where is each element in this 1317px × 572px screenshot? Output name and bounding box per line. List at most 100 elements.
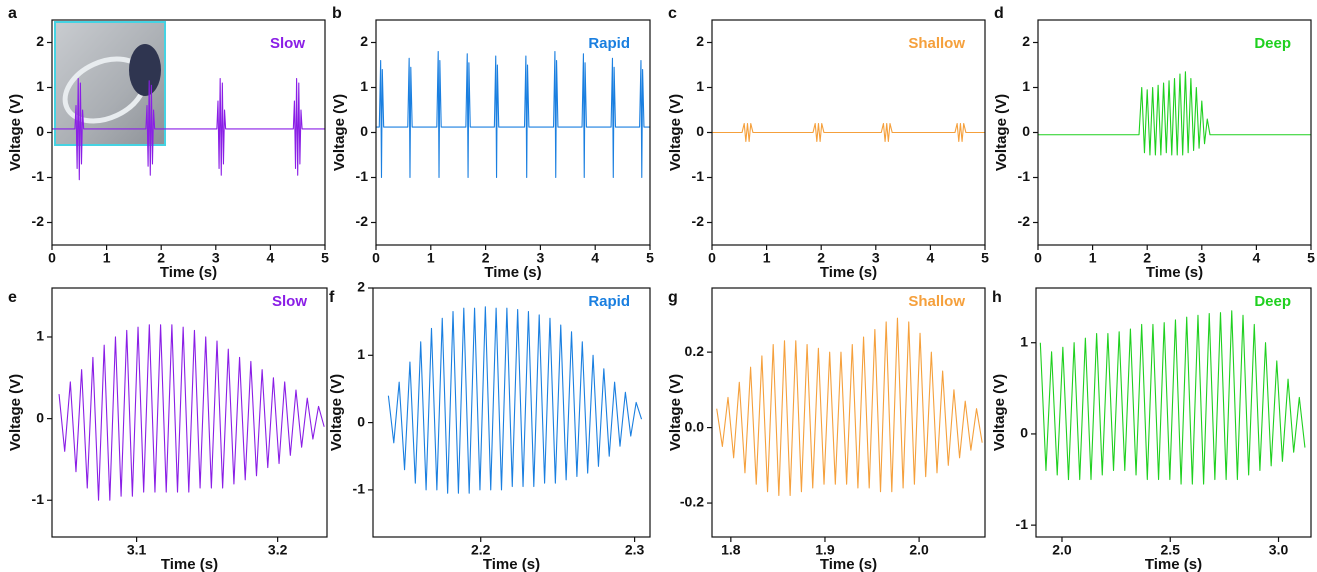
y-tick-label: 0 [1020, 425, 1028, 441]
x-tick-label: 2 [817, 250, 825, 266]
y-axis-label: Voltage (V) [7, 94, 24, 171]
panel-title: Slow [270, 35, 305, 52]
x-axis-label: Time (s) [820, 556, 877, 572]
x-tick-label: 2 [1143, 250, 1151, 266]
panel-title: Slow [272, 293, 307, 310]
signal-line [58, 324, 325, 501]
panel-title: Rapid [588, 35, 630, 52]
x-tick-label: 1 [427, 250, 435, 266]
y-tick-label: 0 [36, 409, 44, 425]
axes-frame [1035, 287, 1312, 538]
x-tick-label: 5 [646, 250, 654, 266]
plot [1038, 71, 1311, 156]
x-tick-label: 2.3 [625, 542, 645, 558]
x-tick-label: 5 [981, 250, 989, 266]
y-tick-label: 0 [357, 413, 365, 429]
axes-frame [711, 287, 986, 538]
plot [1039, 310, 1306, 485]
y-axis-label: Voltage (V) [328, 374, 345, 451]
x-tick-label: 0 [708, 250, 716, 266]
y-axis-label: Voltage (V) [7, 374, 24, 451]
plot [376, 50, 650, 179]
plot [52, 77, 325, 181]
plot [387, 306, 643, 494]
axes-frame [375, 19, 651, 246]
y-tick-label: 2 [696, 33, 704, 49]
y-axis-label: Voltage (V) [331, 94, 348, 171]
y-tick-label: 0.0 [685, 418, 705, 434]
y-tick-label: 1 [36, 328, 44, 344]
x-tick-label: 2 [157, 250, 165, 266]
panel-title: Deep [1254, 293, 1291, 310]
y-tick-label: -1 [1018, 168, 1031, 184]
y-tick-label: 0 [360, 123, 368, 139]
signal-line [716, 317, 983, 497]
x-tick-label: 2 [482, 250, 490, 266]
x-tick-label: 3 [872, 250, 880, 266]
y-tick-label: -2 [356, 213, 369, 229]
y-tick-label: 1 [1022, 78, 1030, 94]
panel-letter: b [332, 5, 342, 22]
panel-letter: a [8, 5, 17, 22]
x-tick-label: 1 [103, 250, 111, 266]
x-tick-label: 4 [1253, 250, 1261, 266]
y-tick-label: 1 [360, 78, 368, 94]
y-axis-label: Voltage (V) [667, 94, 684, 171]
y-tick-label: -1 [32, 168, 45, 184]
y-axis-label: Voltage (V) [991, 374, 1008, 451]
panel-letter: f [329, 289, 335, 306]
y-tick-label: 0 [1022, 123, 1030, 139]
x-tick-label: 2.2 [471, 542, 491, 558]
y-tick-label: 2 [360, 33, 368, 49]
x-tick-label: 3 [537, 250, 545, 266]
y-tick-label: -1 [692, 168, 705, 184]
x-tick-label: 3.1 [127, 542, 147, 558]
x-axis-label: Time (s) [161, 556, 218, 572]
x-tick-label: 3.0 [1269, 542, 1289, 558]
x-tick-label: 3.2 [268, 542, 288, 558]
y-tick-label: 2 [1022, 33, 1030, 49]
panel-letter: g [668, 289, 678, 306]
x-tick-label: 4 [267, 250, 275, 266]
y-tick-label: 1 [696, 78, 704, 94]
x-tick-label: 2.5 [1161, 542, 1181, 558]
y-tick-label: -1 [32, 491, 45, 507]
y-tick-label: -1 [356, 168, 369, 184]
y-tick-label: -0.2 [680, 494, 704, 510]
axes-frame [372, 287, 651, 538]
y-tick-label: 2 [36, 33, 44, 49]
x-tick-label: 0 [48, 250, 56, 266]
signal-line [387, 306, 643, 494]
y-tick-label: 1 [1020, 333, 1028, 349]
axes-frame [1037, 19, 1312, 246]
panel-title: Shallow [908, 293, 965, 310]
panel-letter: c [668, 5, 677, 22]
x-tick-label: 5 [321, 250, 329, 266]
y-tick-label: 0.2 [685, 343, 705, 359]
x-tick-label: 5 [1307, 250, 1315, 266]
y-tick-label: 1 [357, 346, 365, 362]
x-tick-label: 2.0 [909, 542, 929, 558]
x-tick-label: 1.9 [815, 542, 835, 558]
y-tick-label: -1 [353, 481, 366, 497]
y-tick-label: -2 [1018, 213, 1031, 229]
x-axis-label: Time (s) [160, 264, 217, 281]
y-tick-label: 1 [36, 78, 44, 94]
panel-title: Shallow [908, 35, 965, 52]
y-axis-label: Voltage (V) [993, 94, 1010, 171]
x-tick-label: 4 [591, 250, 599, 266]
plot [716, 317, 983, 497]
panel-letter: e [8, 289, 17, 306]
signal-line [712, 122, 985, 143]
y-tick-label: -2 [32, 213, 45, 229]
x-tick-label: 1.8 [721, 542, 741, 558]
axes-frame [51, 287, 328, 538]
panel-title: Deep [1254, 35, 1291, 52]
x-tick-label: 2.0 [1052, 542, 1072, 558]
x-tick-label: 3 [1198, 250, 1206, 266]
x-tick-label: 1 [763, 250, 771, 266]
y-tick-label: 2 [357, 279, 365, 295]
y-tick-label: -1 [1016, 516, 1029, 532]
x-tick-label: 0 [1034, 250, 1042, 266]
x-tick-label: 4 [927, 250, 935, 266]
